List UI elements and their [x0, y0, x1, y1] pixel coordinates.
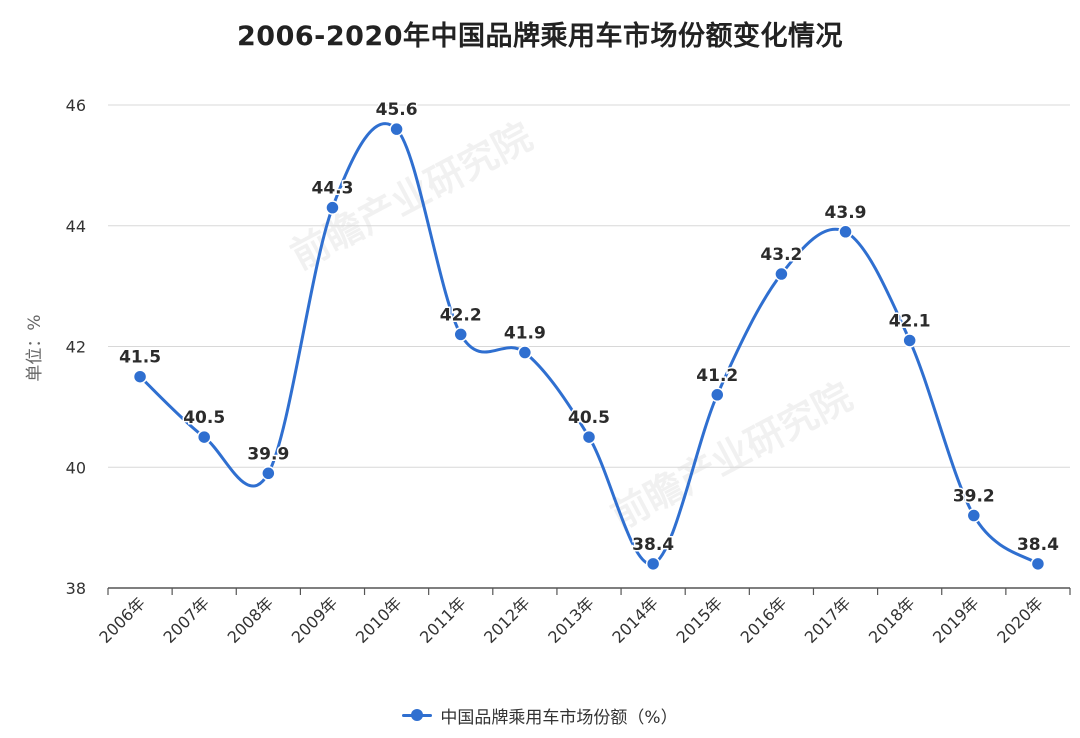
chart-title: 2006-2020年中国品牌乘用车市场份额变化情况: [237, 21, 843, 52]
y-tick-label: 40: [66, 458, 86, 477]
legend: 中国品牌乘用车市场份额（%）: [0, 700, 1080, 730]
data-point[interactable]: [453, 327, 468, 342]
y-tick-label: 38: [66, 579, 86, 598]
data-label: 44.3: [311, 179, 353, 199]
data-label: 41.9: [504, 324, 546, 344]
data-point[interactable]: [966, 508, 982, 523]
legend-marker-icon: [402, 709, 433, 721]
series: [132, 121, 1046, 572]
data-label: 38.4: [632, 535, 674, 555]
data-point[interactable]: [581, 429, 597, 445]
data-point[interactable]: [710, 387, 725, 403]
data-point[interactable]: [902, 333, 917, 348]
x-tick-label: 2012年: [480, 593, 534, 647]
x-tick-label: 2011年: [416, 593, 470, 647]
data-label: 39.2: [953, 487, 995, 507]
y-axis-title: 单位：%: [25, 314, 45, 381]
x-tick-label: 2015年: [673, 593, 727, 647]
data-label: 40.5: [568, 408, 610, 428]
axes: 38 40 42 44 46 2006年 2007年 2008年 2009年 2010年 2011年…: [66, 96, 1071, 647]
data-point[interactable]: [196, 429, 212, 445]
watermark: 前瞻产业研究院 前瞻产业研究院: [284, 114, 860, 538]
legend-item[interactable]: 中国品牌乘用车市场份额（%）: [402, 703, 678, 728]
legend-label: 中国品牌乘用车市场份额（%）: [440, 707, 678, 728]
x-tick-label: 2020年: [993, 593, 1047, 647]
y-tick-label: 42: [66, 338, 86, 357]
data-label: 41.2: [696, 366, 738, 386]
x-tick-label: 2014年: [608, 593, 662, 647]
x-tick-label: 2013年: [544, 593, 598, 647]
data-point[interactable]: [517, 345, 533, 360]
data-label: 41.5: [119, 348, 161, 368]
data-point[interactable]: [132, 369, 148, 384]
data-label: 40.5: [183, 408, 225, 428]
data-point[interactable]: [838, 224, 853, 240]
watermark-text: 前瞻产业研究院: [604, 374, 860, 538]
data-point[interactable]: [389, 121, 404, 137]
x-tick-label: 2018年: [865, 593, 919, 647]
series-line: [139, 122, 1039, 566]
data-label: 38.4: [1017, 535, 1059, 555]
data-label: 42.1: [889, 311, 931, 331]
data-point[interactable]: [1030, 556, 1046, 572]
data-label: 43.9: [825, 203, 867, 223]
x-tick-label: 2017年: [801, 593, 855, 647]
data-point[interactable]: [261, 466, 276, 481]
x-tick-label: 2007年: [159, 593, 213, 647]
x-tick-label: 2016年: [737, 593, 791, 647]
data-label: 39.9: [247, 444, 289, 464]
data-label: 42.2: [440, 305, 482, 325]
y-tick-label: 44: [66, 217, 86, 236]
data-point[interactable]: [325, 200, 340, 215]
x-tick-label: 2019年: [929, 593, 983, 647]
data-label: 45.6: [376, 100, 418, 120]
x-tick-label: 2010年: [352, 593, 406, 647]
x-tick-label: 2009年: [288, 593, 342, 647]
data-point[interactable]: [645, 556, 661, 572]
data-labels: 41.5 40.5 39.9 44.3 45.6 42.2 41.9 40.5 38.4 41.2…: [118, 99, 1061, 557]
x-tick-label: 2008年: [224, 593, 278, 647]
data-point[interactable]: [774, 266, 789, 282]
x-tick-label: 2006年: [95, 593, 149, 647]
data-label: 43.2: [760, 245, 802, 265]
y-tick-label: 46: [66, 96, 86, 115]
